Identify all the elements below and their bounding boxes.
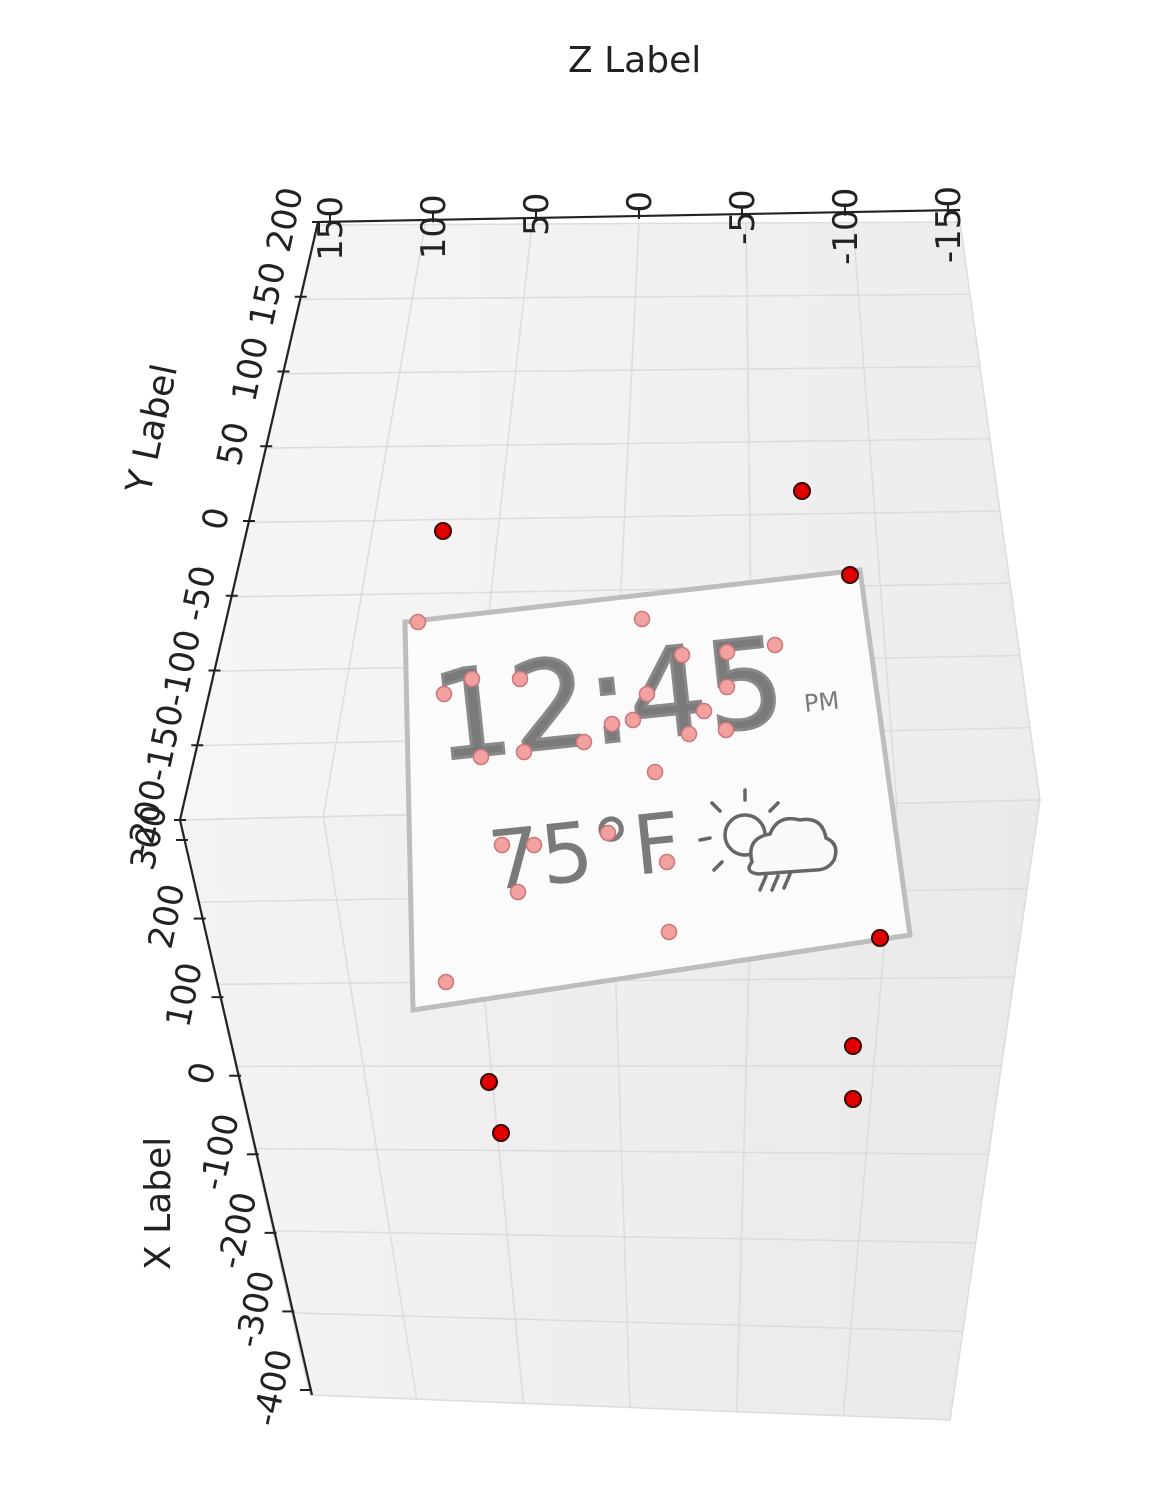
- data-point: [871, 929, 889, 947]
- z-tick-label: -100: [826, 188, 866, 265]
- z-tick-label: 100: [414, 194, 454, 259]
- y-axis-title: Y Label: [118, 361, 185, 498]
- data-point: [844, 1037, 862, 1055]
- grid-line-y: [317, 221, 961, 226]
- y-tick-label: 200: [259, 184, 312, 256]
- data-point: [766, 636, 784, 654]
- grid-line-y: [283, 365, 981, 375]
- data-point: [841, 566, 859, 584]
- x-tick-label: 100: [158, 959, 211, 1031]
- x-axis-line: [178, 819, 314, 1396]
- grid-line-x: [309, 1394, 951, 1421]
- y-tick-label: 100: [224, 333, 277, 405]
- y-tick-label: 0: [194, 504, 238, 533]
- grid-line-y: [231, 582, 1011, 598]
- grid-line-x: [235, 1064, 1002, 1068]
- grid-line-x: [254, 1147, 989, 1156]
- data-point: [435, 685, 453, 703]
- data-points: [409, 482, 889, 1142]
- data-point: [673, 646, 691, 664]
- screen-ampm: PM: [803, 686, 841, 718]
- y-tick-label: 150: [242, 259, 295, 331]
- grid-lines: [179, 221, 1041, 1421]
- z-tick-label: 0: [620, 191, 660, 213]
- grid-line-x: [272, 1229, 976, 1244]
- data-point: [599, 824, 617, 842]
- z-tick-label: 50: [517, 193, 557, 236]
- data-point: [525, 836, 543, 854]
- y-tick-label: -150: [137, 701, 192, 785]
- screen-panel: 12:45 PM 75°F: [402, 567, 913, 1013]
- z-tick-label: -150: [929, 186, 969, 263]
- data-point: [680, 725, 698, 743]
- data-point: [718, 643, 736, 661]
- data-point: [463, 670, 481, 688]
- data-point: [646, 763, 664, 781]
- z-tick-label: -50: [723, 189, 763, 245]
- x-tick-label: 0: [181, 1059, 225, 1088]
- x-tick-label: -400: [246, 1346, 301, 1430]
- x-tick-label: -200: [210, 1189, 265, 1273]
- z-axis-title: Z Label: [568, 40, 701, 81]
- grid-line-y: [248, 510, 1001, 524]
- data-point: [658, 853, 676, 871]
- partly-sunny-rain-icon: [698, 788, 838, 892]
- grid-line-x: [291, 1312, 963, 1333]
- y-tick-label: -50: [174, 562, 225, 625]
- data-point: [509, 883, 527, 901]
- data-point: [638, 685, 656, 703]
- data-point: [434, 522, 452, 540]
- y-tick-label: -100: [154, 626, 209, 710]
- data-point: [472, 748, 490, 766]
- data-point: [493, 836, 511, 854]
- data-point: [624, 711, 642, 729]
- x-tick-label: 200: [141, 880, 194, 952]
- data-point: [633, 610, 651, 628]
- data-point: [437, 973, 455, 991]
- data-point: [409, 613, 427, 631]
- data-point: [603, 715, 621, 733]
- data-point: [480, 1073, 498, 1091]
- data-point: [844, 1090, 862, 1108]
- y-tick-label: 50: [209, 419, 257, 470]
- data-point: [660, 923, 678, 941]
- data-point: [793, 482, 811, 500]
- tick-marks: [174, 202, 949, 1391]
- data-point: [695, 702, 713, 720]
- data-point: [515, 743, 533, 761]
- data-point: [492, 1124, 510, 1142]
- screen-panel-face: [402, 567, 913, 1013]
- grid-line-y: [300, 293, 971, 301]
- data-point: [717, 721, 735, 739]
- z-tick-label: 150: [311, 196, 351, 261]
- grid-line-y: [266, 438, 991, 449]
- data-point: [718, 678, 736, 696]
- x-tick-label: -300: [228, 1267, 283, 1351]
- data-point: [575, 733, 593, 751]
- data-point: [511, 670, 529, 688]
- z-tick-labels: 150 100 50 0 -50 -100 -150: [311, 186, 969, 265]
- x-tick-label: -100: [193, 1110, 248, 1194]
- x-axis-title: X Label: [138, 1137, 179, 1270]
